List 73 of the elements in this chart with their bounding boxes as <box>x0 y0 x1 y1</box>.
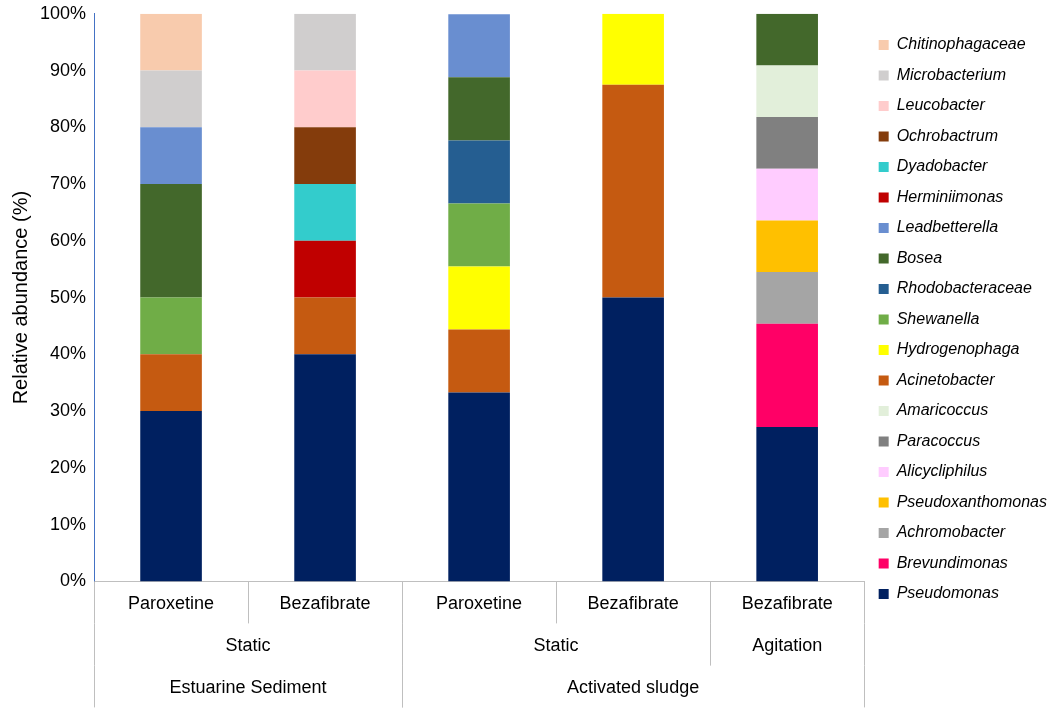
y-tick-label: 30% <box>50 400 87 421</box>
bar <box>294 127 356 185</box>
y-tick-label: 50% <box>50 286 87 307</box>
y-tick-label: 10% <box>50 513 87 534</box>
legend-label: Acinetobacter <box>895 370 996 388</box>
text: Static <box>225 635 271 656</box>
text: Estuarine Sediment <box>169 677 327 698</box>
bar <box>294 70 356 128</box>
bar <box>140 411 202 582</box>
bar <box>756 13 818 66</box>
bar <box>294 13 356 71</box>
y-tick-label: 0% <box>60 570 87 591</box>
legend-label: Leadbetterella <box>896 218 999 236</box>
bar <box>756 323 818 428</box>
bar <box>756 220 818 273</box>
legend-label: Dyadobacter <box>896 157 989 175</box>
text: Agitation <box>752 635 823 656</box>
legend-label: Herminiimonas <box>896 187 1004 205</box>
legend-label: Hydrogenophaga <box>896 340 1020 358</box>
y-tick-label: 60% <box>50 229 87 250</box>
bar <box>140 13 202 71</box>
bar <box>756 272 818 324</box>
bar <box>756 65 818 118</box>
bar <box>140 70 202 128</box>
bar <box>448 140 510 204</box>
x-tick-label: Paroxetine <box>436 593 523 614</box>
y-tick-label: 70% <box>50 173 87 194</box>
legend-label: Leucobacter <box>896 96 986 114</box>
x-tick-label: Paroxetine <box>128 593 215 614</box>
y-tick-label: 20% <box>50 456 87 477</box>
bar <box>448 329 510 393</box>
bar <box>448 77 510 141</box>
text: Activated sludge <box>567 677 700 698</box>
bar <box>756 117 818 169</box>
bar <box>448 266 510 330</box>
y-tick-label: 100% <box>39 2 87 23</box>
bar <box>294 297 356 355</box>
y-tick-label: 40% <box>50 343 87 364</box>
bar <box>294 240 356 298</box>
bar <box>756 168 818 221</box>
legend-label: Brevundimonas <box>896 553 1008 571</box>
bar <box>448 203 510 267</box>
bar <box>602 297 664 582</box>
legend-label: Achromobacter <box>895 523 1006 541</box>
x-tick-label: Bezafibrate <box>279 593 371 614</box>
legend-label: Chitinophagaceae <box>896 35 1026 53</box>
x-tick-label: Bezafibrate <box>587 593 679 614</box>
bar <box>602 84 664 298</box>
legend-label: Ochrobactrum <box>896 126 999 144</box>
legend-label: Microbacterium <box>896 65 1007 83</box>
legend-label: Shewanella <box>896 309 980 327</box>
bar <box>448 14 510 78</box>
bar <box>140 297 202 355</box>
text: Static <box>533 635 579 656</box>
legend-label: Rhodobacteraceae <box>896 279 1032 297</box>
y-axis-title: Relative abundance (%) <box>8 190 31 405</box>
bar <box>294 184 356 241</box>
legend-label: Paracoccus <box>896 431 981 449</box>
legend-label: Bosea <box>896 248 943 266</box>
legend-label: Amaricoccus <box>895 401 989 419</box>
bar <box>294 354 356 582</box>
legend-label: Pseudomonas <box>896 584 999 602</box>
y-tick-label: 90% <box>50 59 87 80</box>
bar <box>140 354 202 412</box>
bar <box>448 392 510 582</box>
legend-label: Pseudoxanthomonas <box>896 492 1047 510</box>
bar <box>602 13 664 85</box>
bar <box>756 427 818 582</box>
bar <box>140 127 202 185</box>
y-tick-label: 80% <box>50 116 87 137</box>
x-tick-label: Bezafibrate <box>741 593 833 614</box>
bar <box>140 184 202 298</box>
legend-label: Alicycliphilus <box>895 462 988 480</box>
